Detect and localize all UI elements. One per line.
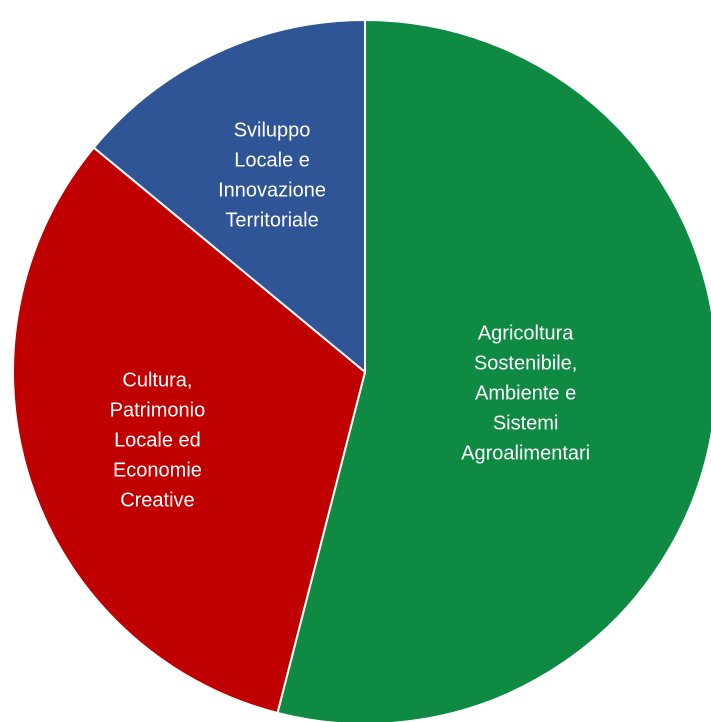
- slice-label-line: Agroalimentari: [461, 442, 590, 464]
- slice-label-line: Economie: [113, 459, 202, 481]
- slice-label-line: Territoriale: [225, 210, 318, 232]
- pie-slices: [12, 18, 711, 722]
- slice-label-line: Ambiente e: [475, 382, 576, 404]
- pie-slice-1: [12, 146, 367, 715]
- slice-label-line: Agricoltura: [478, 322, 574, 344]
- slice-label-1: Cultura, Patrimonio Locale ed Economie Creat…: [110, 369, 206, 511]
- slice-label-line: Innovazione: [218, 180, 326, 202]
- slice-label-line: Cultura,: [122, 369, 192, 391]
- slice-label-line: Sistemi: [493, 412, 559, 434]
- slice-label-line: Sostenibile,: [474, 352, 577, 374]
- slice-label-line: Locale ed: [114, 429, 201, 451]
- slice-label-line: Locale e: [234, 150, 310, 172]
- slice-label-2: Sviluppo Locale e Innovazione Territoriale: [218, 120, 326, 232]
- slice-label-line: Patrimonio: [110, 399, 206, 421]
- slice-label-line: Creative: [120, 489, 194, 511]
- pie-slice-0: [276, 18, 711, 722]
- slice-labels: Agricoltura Sostenibile, Ambiente e Sistemi…: [110, 120, 590, 512]
- pie-slice-2: [92, 18, 366, 375]
- slice-label-0: Agricoltura Sostenibile, Ambiente e Sistemi…: [461, 322, 590, 464]
- slice-label-line: Sviluppo: [234, 120, 311, 142]
